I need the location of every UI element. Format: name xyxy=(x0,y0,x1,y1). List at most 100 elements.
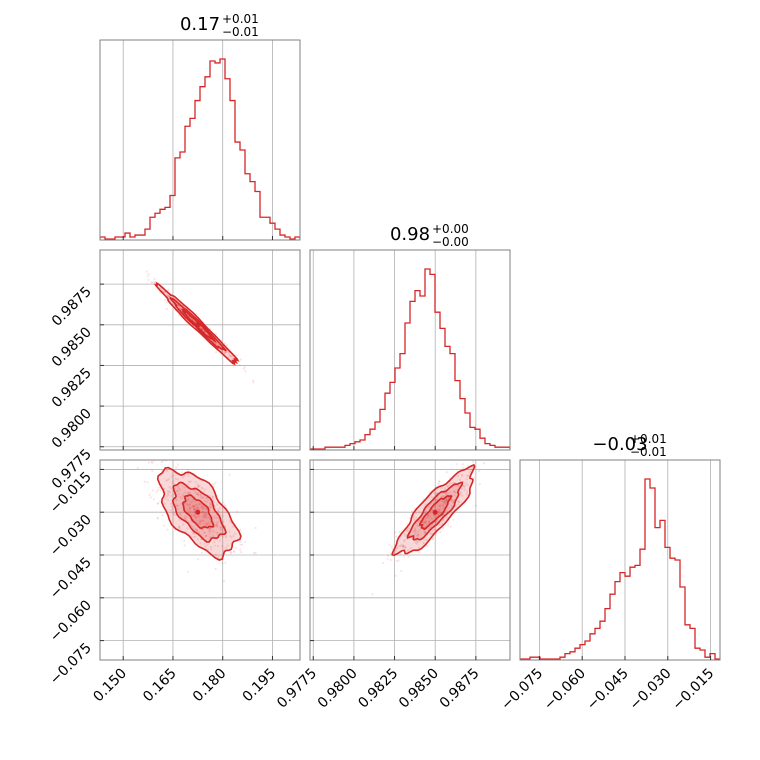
sample-point xyxy=(185,503,188,506)
sample-point xyxy=(445,498,448,501)
sample-point xyxy=(222,579,226,583)
sample-point xyxy=(199,521,202,524)
sample-point xyxy=(225,535,228,538)
sample-point xyxy=(196,483,199,486)
sample-point xyxy=(423,521,426,524)
sample-point xyxy=(166,528,169,531)
sample-point xyxy=(196,506,199,509)
sample-point xyxy=(409,547,412,550)
x-tick-label-param-2: 0.9825 xyxy=(355,666,401,712)
sample-point xyxy=(201,327,204,331)
sample-point xyxy=(156,516,159,519)
sample-point xyxy=(193,505,196,508)
sample-point xyxy=(442,506,445,509)
sample-point xyxy=(164,298,167,301)
sample-point xyxy=(467,474,470,478)
sample-point xyxy=(444,503,447,506)
sample-point xyxy=(425,538,428,541)
sample-point xyxy=(449,482,452,485)
sample-point xyxy=(439,531,442,534)
sample-point xyxy=(186,515,189,518)
sample-point xyxy=(198,507,201,510)
sample-point xyxy=(180,502,183,505)
y-tick-label-param-2: 0.9875 xyxy=(49,284,95,330)
sample-point xyxy=(203,512,206,515)
sample-point xyxy=(222,501,225,504)
sample-point xyxy=(441,503,444,507)
sample-point xyxy=(422,521,425,524)
sample-point xyxy=(400,569,403,573)
sample-point xyxy=(239,528,242,531)
sample-point xyxy=(398,544,401,548)
sample-point xyxy=(431,507,434,511)
sample-point xyxy=(449,490,452,493)
sample-point xyxy=(427,515,430,518)
sample-point xyxy=(195,519,198,523)
sample-point xyxy=(465,493,469,496)
sample-point xyxy=(434,514,438,517)
sample-point xyxy=(465,478,468,481)
sample-point xyxy=(200,486,203,489)
sample-point xyxy=(174,466,178,469)
sample-point xyxy=(178,525,181,528)
x-tick-label-param-1: 0.165 xyxy=(140,666,180,706)
sample-point xyxy=(445,498,448,501)
sample-point xyxy=(225,344,228,347)
sample-point xyxy=(193,507,196,510)
sample-point xyxy=(412,517,415,520)
sample-point xyxy=(244,370,247,373)
sample-point xyxy=(232,534,235,538)
sample-point xyxy=(222,548,225,552)
sample-point xyxy=(423,530,426,534)
sample-point xyxy=(442,501,446,504)
sample-point xyxy=(190,524,193,527)
sample-point xyxy=(388,543,391,546)
sample-point xyxy=(201,507,204,511)
sample-point xyxy=(194,501,197,504)
sample-point xyxy=(196,491,199,495)
sample-point xyxy=(436,513,439,517)
sample-point xyxy=(434,521,437,524)
sample-point xyxy=(450,499,453,502)
sample-point xyxy=(403,534,406,537)
sample-point xyxy=(445,471,449,474)
sample-point xyxy=(437,513,440,516)
sample-point xyxy=(394,549,397,553)
sample-point xyxy=(182,539,186,543)
sample-point xyxy=(447,491,450,495)
sample-point xyxy=(413,531,416,534)
sample-point xyxy=(407,555,410,558)
sample-point xyxy=(410,510,414,513)
sample-point xyxy=(423,530,426,533)
sample-point xyxy=(203,522,206,525)
sample-point xyxy=(414,529,417,532)
sample-point xyxy=(182,494,185,498)
sample-point xyxy=(197,531,200,534)
sample-point xyxy=(454,491,458,494)
sample-point xyxy=(432,514,436,517)
sample-point xyxy=(202,513,205,516)
sample-point xyxy=(437,511,440,514)
sample-point xyxy=(412,530,415,533)
title-param-2-lower: −0.00 xyxy=(432,235,469,249)
sample-point xyxy=(203,542,206,546)
sample-point xyxy=(188,507,192,510)
sample-point xyxy=(429,525,432,529)
sample-point xyxy=(203,516,206,519)
density-contours xyxy=(156,466,242,561)
sample-point xyxy=(147,272,150,276)
sample-point xyxy=(474,504,477,507)
sample-point xyxy=(204,513,207,516)
sample-point xyxy=(204,512,207,515)
sample-point xyxy=(428,513,432,516)
sample-point xyxy=(466,484,469,487)
sample-point xyxy=(406,529,409,532)
sample-point xyxy=(444,499,448,502)
sample-point xyxy=(200,327,204,330)
density-peak xyxy=(195,509,201,515)
sample-point xyxy=(201,505,204,509)
sample-point xyxy=(424,531,427,534)
histogram-1 xyxy=(100,58,300,240)
sample-point xyxy=(443,501,447,504)
panel-frame xyxy=(99,459,301,661)
